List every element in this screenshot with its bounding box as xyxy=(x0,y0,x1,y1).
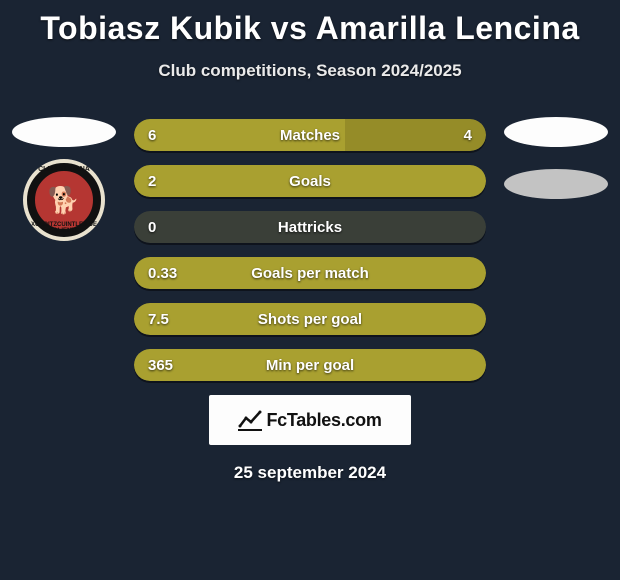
badge-text-top: CLUB TIJUANA xyxy=(23,166,105,173)
stat-row: 64Matches xyxy=(134,119,486,151)
stat-label: Min per goal xyxy=(134,357,486,374)
stat-row: 7.5Shots per goal xyxy=(134,303,486,335)
right-team-oval-bottom xyxy=(504,169,608,199)
stat-row: 0Hattricks xyxy=(134,211,486,243)
stat-label: Hattricks xyxy=(134,219,486,236)
right-team-oval-top xyxy=(504,117,608,147)
left-team-column: CLUB TIJUANA 🐕 XOLOITZCUINTLES DE CALIEN… xyxy=(8,117,120,243)
badge-text-bottom: XOLOITZCUINTLES DE CALIENTE xyxy=(23,222,105,234)
logo-text: FcTables.com xyxy=(266,410,381,431)
left-team-oval xyxy=(12,117,116,147)
stat-label: Goals xyxy=(134,173,486,190)
date-label: 25 september 2024 xyxy=(0,463,620,483)
badge-mascot-icon: 🐕 xyxy=(23,185,105,216)
stat-label: Goals per match xyxy=(134,265,486,282)
stats-area: CLUB TIJUANA 🐕 XOLOITZCUINTLES DE CALIEN… xyxy=(0,119,620,381)
stat-row: 2Goals xyxy=(134,165,486,197)
left-team-badge: CLUB TIJUANA 🐕 XOLOITZCUINTLES DE CALIEN… xyxy=(21,157,107,243)
right-team-column xyxy=(500,117,612,199)
page-title: Tobiasz Kubik vs Amarilla Lencina xyxy=(0,0,620,47)
attribution-logo: FcTables.com xyxy=(209,395,411,445)
stat-label: Shots per goal xyxy=(134,311,486,328)
stat-row: 365Min per goal xyxy=(134,349,486,381)
stat-row: 0.33Goals per match xyxy=(134,257,486,289)
stat-label: Matches xyxy=(134,127,486,144)
chart-icon xyxy=(238,408,262,432)
stat-bars: 64Matches 2Goals 0Hattricks 0.33Goals per m… xyxy=(134,119,486,381)
page-subtitle: Club competitions, Season 2024/2025 xyxy=(0,61,620,81)
